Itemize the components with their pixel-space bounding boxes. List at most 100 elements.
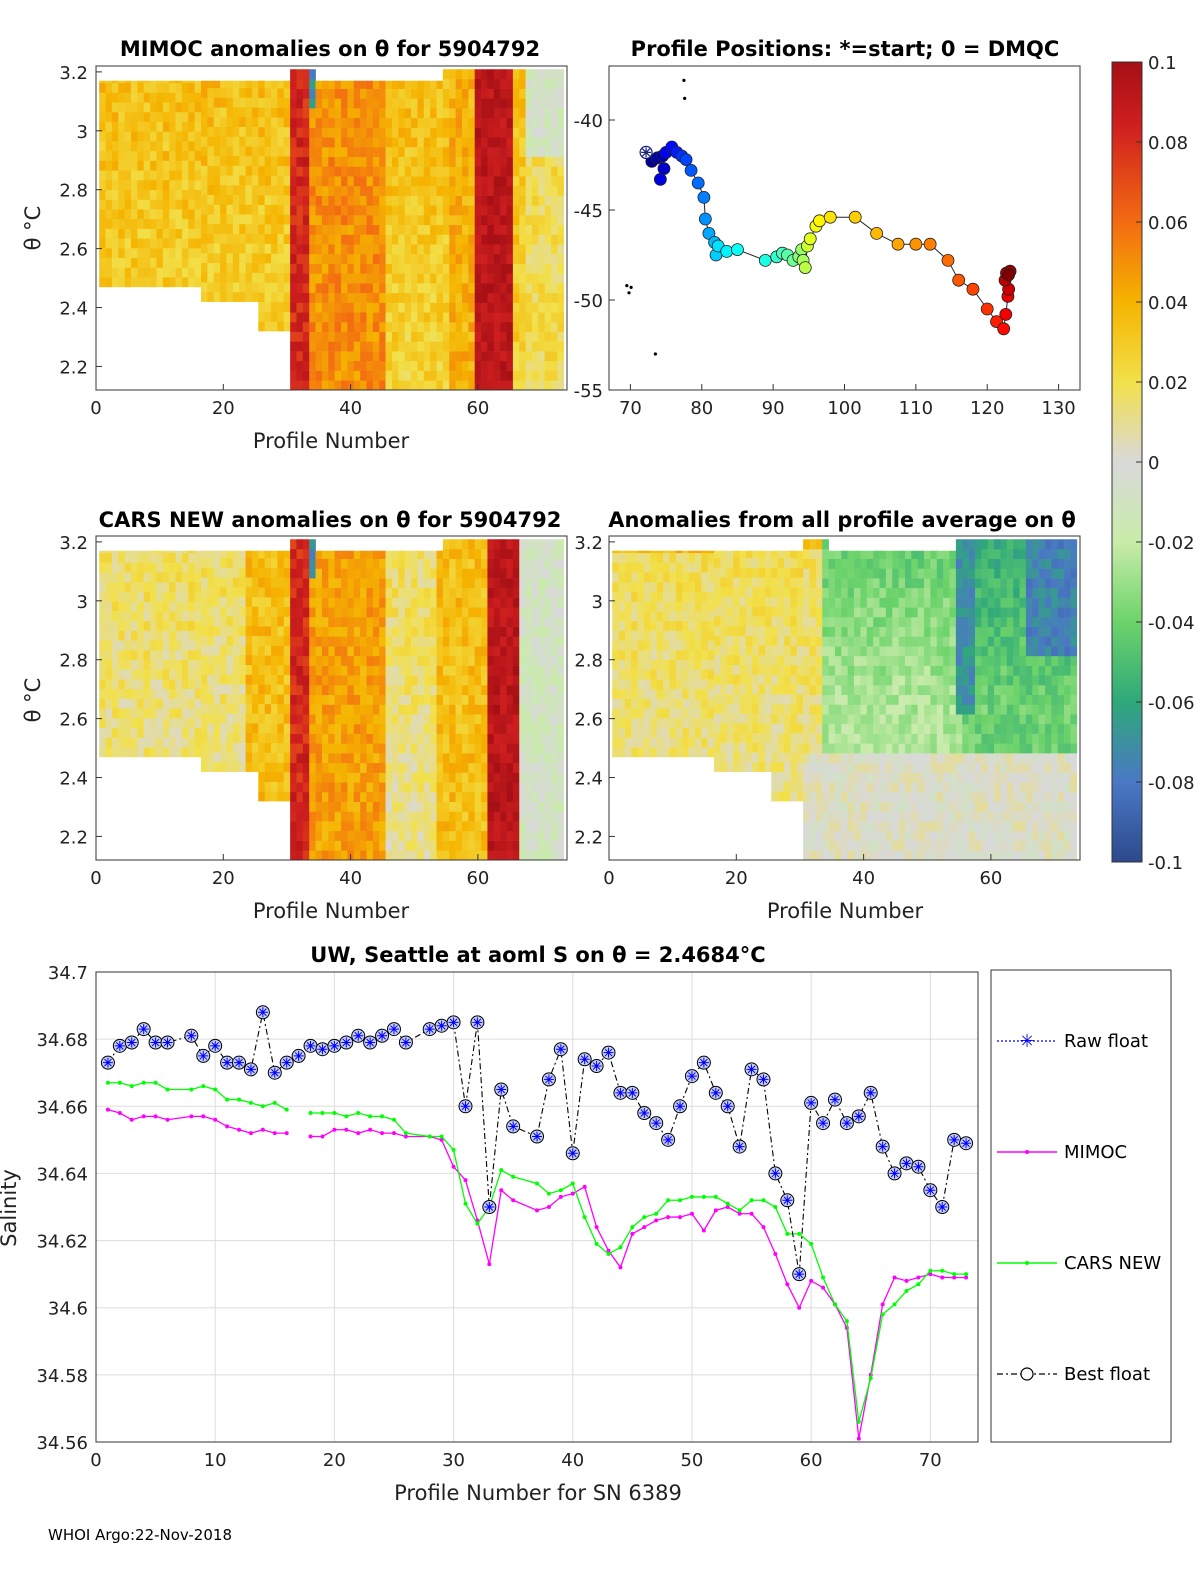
- cars-cell: [360, 626, 367, 637]
- avg-cell: [624, 747, 632, 758]
- avg-cell: [733, 684, 740, 695]
- avg-cell: [688, 718, 696, 729]
- mimoc-cell: [506, 117, 514, 128]
- avg-cell: [656, 718, 664, 729]
- mimoc-cell: [296, 302, 304, 313]
- mimoc-cell: [334, 185, 342, 196]
- cars-cell: [290, 646, 297, 657]
- mimoc-cell: [493, 108, 501, 119]
- mimoc-cell: [181, 160, 189, 171]
- cars-cell: [372, 723, 380, 734]
- cars-cell: [131, 601, 138, 612]
- mimoc-cell: [245, 184, 253, 196]
- cars-cell: [162, 698, 170, 709]
- cars-cell: [512, 587, 520, 598]
- cars-cell: [181, 708, 189, 719]
- cars-cell: [379, 568, 386, 579]
- cars-heatmap: 0 20 40 602.22.42.62.833.2: [59, 533, 568, 889]
- cars-cell: [194, 679, 202, 690]
- mimoc-cell: [220, 262, 227, 273]
- cars-cell: [417, 578, 425, 589]
- cars-cell: [544, 587, 552, 598]
- mimoc-cell: [353, 205, 361, 216]
- cars-cell: [544, 548, 552, 559]
- mimoc-cell: [506, 108, 514, 119]
- mimoc-cell: [461, 360, 469, 371]
- mimoc-cell: [239, 107, 246, 118]
- cars-cell: [143, 550, 151, 554]
- mimoc-cell: [143, 238, 151, 249]
- mimoc-cell: [232, 253, 240, 264]
- mimoc-cell: [201, 194, 208, 205]
- mimoc-cell: [417, 88, 425, 99]
- mimoc-cell: [385, 117, 393, 128]
- mimoc-cell: [290, 244, 297, 255]
- mimoc-cell: [449, 147, 456, 158]
- mimoc-cell: [341, 108, 348, 119]
- cars-cell: [162, 591, 170, 602]
- mimoc-cell: [353, 331, 361, 342]
- profile-position-marker: [952, 273, 966, 287]
- avg-cell: [790, 577, 798, 588]
- mimoc-cell: [525, 283, 533, 294]
- cars-cell: [232, 713, 240, 724]
- mimoc-cell: [290, 69, 297, 80]
- cars-cell: [366, 568, 374, 579]
- mimoc-cell: [188, 121, 195, 132]
- avg-cell: [790, 587, 798, 598]
- mimoc-cell: [474, 234, 482, 245]
- mimoc-cell: [449, 69, 456, 80]
- mimoc-cell: [512, 215, 520, 226]
- mimoc-cell: [341, 351, 348, 362]
- mimoc-cell: [258, 136, 265, 147]
- cars-cell: [124, 591, 132, 602]
- mimoc-cell: [334, 312, 342, 323]
- mimoc-cell: [207, 175, 215, 186]
- mimoc-cell: [309, 244, 316, 255]
- mimoc-cell: [391, 185, 399, 196]
- mimoc-cell: [283, 272, 291, 283]
- cars-cell: [442, 558, 450, 569]
- cars-cell: [366, 597, 374, 608]
- cars-cell: [538, 694, 546, 705]
- cars-cell: [213, 596, 221, 607]
- cars-cell: [417, 626, 425, 637]
- mimoc-cell: [302, 215, 310, 226]
- mimoc-cell: [531, 108, 539, 119]
- mimoc-cell: [538, 341, 546, 352]
- cars-cell: [105, 747, 113, 758]
- cars-cell: [239, 761, 246, 772]
- cars-cell: [264, 694, 272, 705]
- cars-cell: [315, 840, 323, 851]
- avg-cell: [720, 761, 728, 772]
- mimoc-cell: [245, 175, 253, 186]
- mimoc-cell: [519, 234, 526, 245]
- cars-cell: [525, 558, 533, 569]
- avg-cell: [694, 601, 702, 612]
- cars-cell: [194, 552, 202, 563]
- mimoc-cell: [398, 137, 405, 148]
- cars-cell: [245, 742, 253, 753]
- cars-cell: [493, 850, 501, 861]
- mimoc-cell: [321, 205, 329, 216]
- mimoc-cell: [506, 98, 514, 109]
- island-marker: [653, 352, 657, 356]
- cars-cell: [391, 607, 399, 618]
- cars-cell: [99, 718, 106, 729]
- cars-cell: [544, 772, 552, 783]
- mimoc-cell: [449, 263, 456, 274]
- cars-cell: [150, 727, 157, 738]
- cars-cell: [296, 685, 304, 696]
- mimoc-cell: [436, 205, 444, 216]
- cars-cell: [290, 714, 297, 725]
- avg-cell: [612, 550, 619, 554]
- cars-cell: [506, 578, 514, 589]
- mimoc-cell: [328, 312, 335, 323]
- avg-cell: [644, 601, 651, 612]
- mimoc-cell: [512, 69, 520, 80]
- mimoc-cell: [353, 244, 361, 255]
- avg-cell: [739, 654, 747, 666]
- cars-cell: [474, 558, 482, 569]
- avg-cell: [694, 718, 702, 729]
- mimoc-cell: [328, 370, 335, 381]
